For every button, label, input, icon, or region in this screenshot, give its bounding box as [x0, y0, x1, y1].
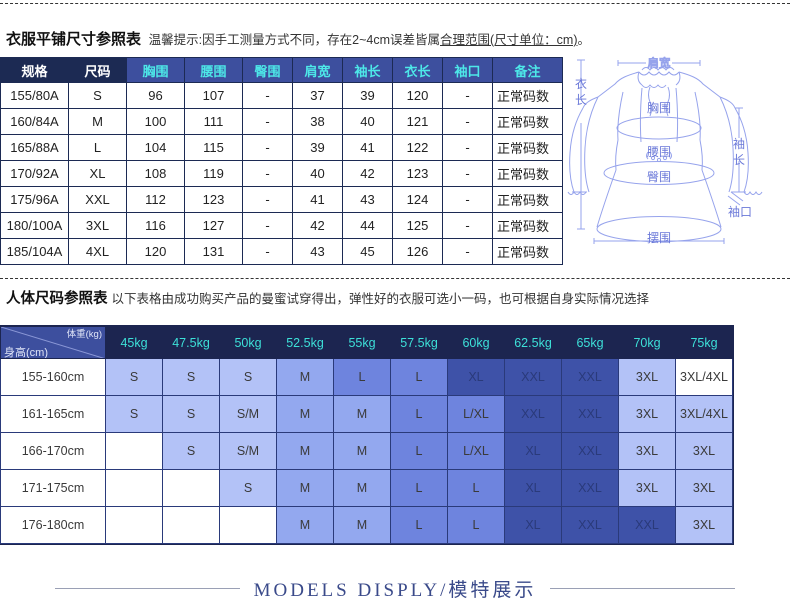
- svg-text:腰围: 腰围: [647, 145, 671, 159]
- svg-text:臀围: 臀围: [647, 170, 671, 184]
- svg-text:胸围: 胸围: [647, 100, 671, 115]
- svg-text:摆围: 摆围: [647, 231, 671, 245]
- svg-text:袖: 袖: [733, 136, 745, 151]
- svg-text:长: 长: [733, 153, 745, 167]
- svg-text:长: 长: [575, 93, 587, 107]
- svg-text:袖口: 袖口: [728, 204, 752, 219]
- svg-text:衣: 衣: [575, 76, 587, 91]
